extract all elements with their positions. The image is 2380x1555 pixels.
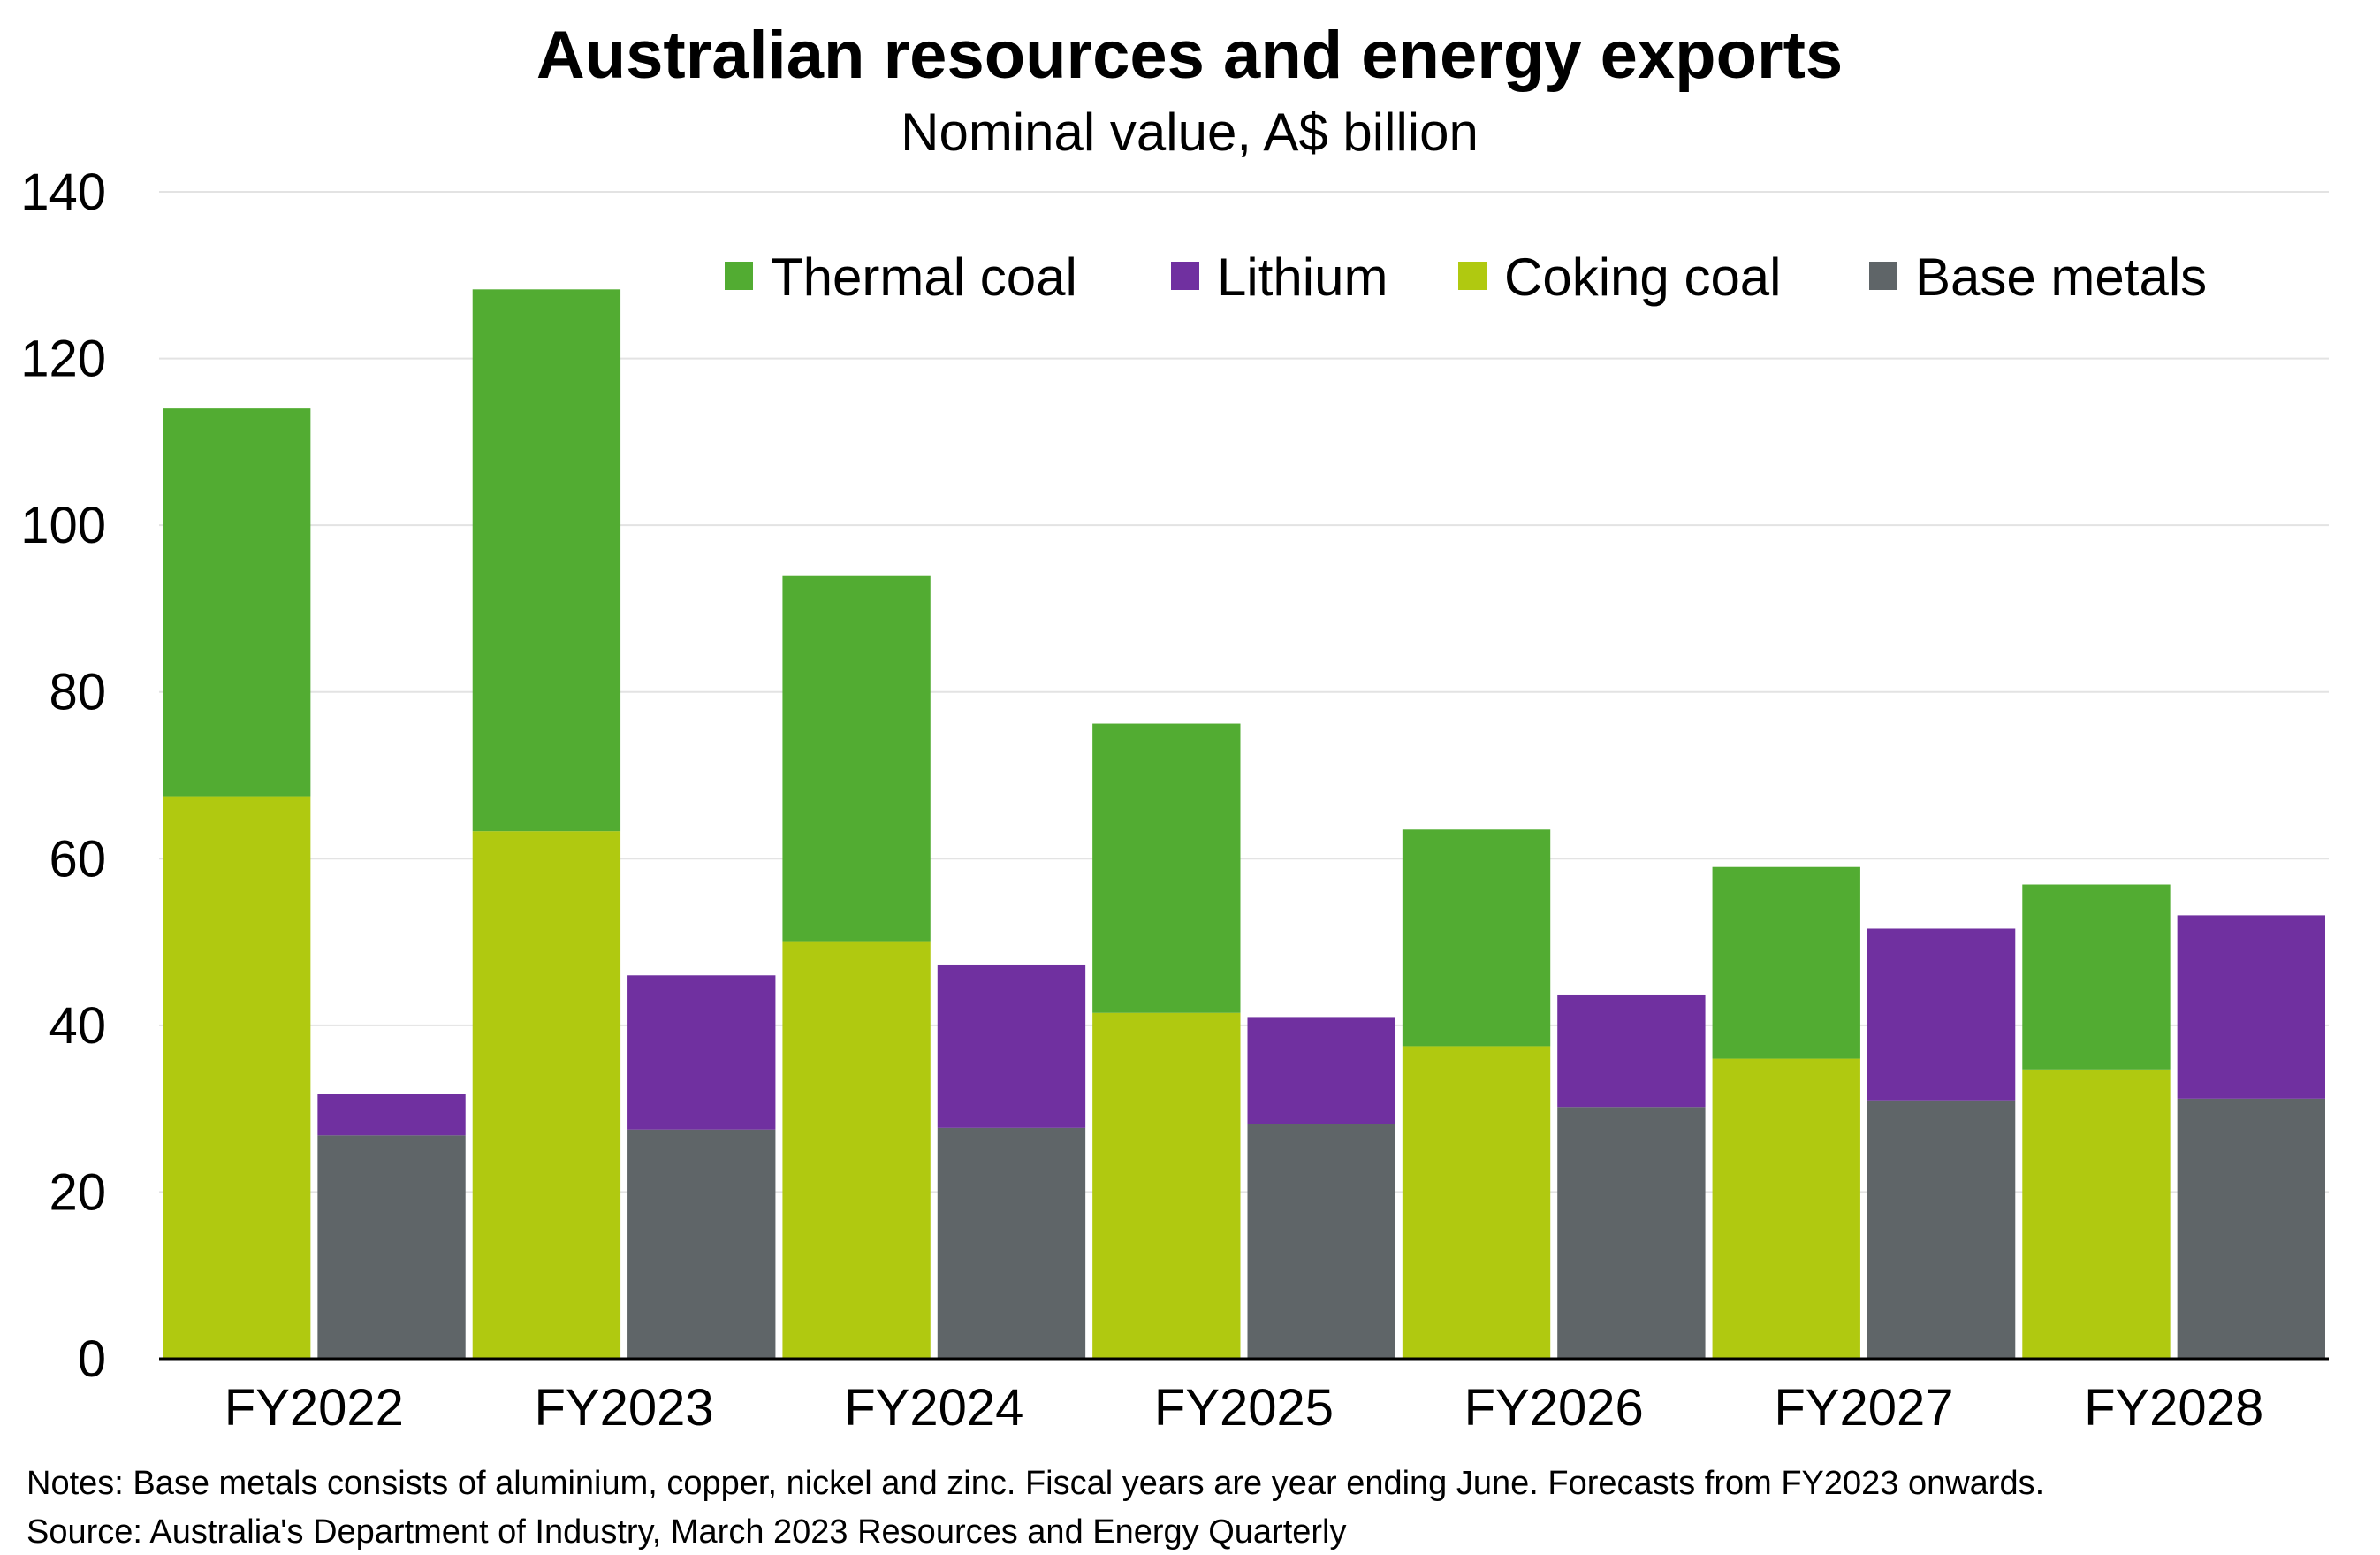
bar-thermal-coal xyxy=(782,575,931,942)
legend-label: Coking coal xyxy=(1504,248,1782,307)
bar-coking-coal xyxy=(163,796,311,1359)
chart-source: Source: Australia's Department of Indust… xyxy=(27,1513,1347,1551)
x-category-label: FY2023 xyxy=(534,1379,713,1437)
bar-coking-coal xyxy=(782,941,931,1359)
y-tick-label: 0 xyxy=(78,1330,106,1388)
bar-lithium xyxy=(937,964,1086,1128)
y-tick-label: 140 xyxy=(20,164,106,221)
bar-base-metals xyxy=(1867,1100,2016,1359)
y-tick-label: 40 xyxy=(49,997,106,1055)
y-tick-label: 20 xyxy=(49,1163,106,1221)
y-tick-label: 60 xyxy=(49,830,106,888)
x-category-label: FY2025 xyxy=(1154,1379,1334,1437)
y-tick-label: 120 xyxy=(20,331,106,388)
bar-coking-coal xyxy=(1402,1046,1551,1359)
bar-lithium xyxy=(317,1094,466,1136)
legend-swatch xyxy=(725,262,753,290)
bar-coking-coal xyxy=(472,831,621,1359)
y-tick-label: 80 xyxy=(49,664,106,721)
legend: Thermal coal Lithium Coking coal Base metal… xyxy=(725,248,2207,307)
bar-thermal-coal xyxy=(472,289,621,832)
y-axis-ticks: 0 20 40 60 80 100 120 140 xyxy=(20,164,106,1388)
legend-swatch xyxy=(1171,262,1199,290)
x-category-label: FY2024 xyxy=(844,1379,1023,1437)
chart-subtitle: Nominal value, A$ billion xyxy=(901,103,1479,162)
bar-lithium xyxy=(1867,928,2016,1101)
bar-thermal-coal xyxy=(1402,829,1551,1047)
y-tick-label: 100 xyxy=(20,497,106,554)
bar-coking-coal xyxy=(1092,1012,1241,1359)
legend-label: Lithium xyxy=(1217,248,1388,307)
bars xyxy=(163,289,2325,1359)
legend-label: Thermal coal xyxy=(771,248,1077,307)
bar-lithium xyxy=(2177,915,2325,1099)
chart-notes: Notes: Base metals consists of aluminium… xyxy=(27,1465,2044,1502)
x-category-label: FY2026 xyxy=(1464,1379,1644,1437)
bar-base-metals xyxy=(1557,1107,1706,1359)
bar-thermal-coal xyxy=(1092,723,1241,1013)
bar-base-metals xyxy=(317,1135,466,1359)
bar-thermal-coal xyxy=(1712,866,1860,1059)
x-category-label: FY2028 xyxy=(2084,1379,2263,1437)
bar-thermal-coal xyxy=(163,408,311,797)
legend-swatch xyxy=(1458,262,1487,290)
bar-lithium xyxy=(627,975,776,1130)
bar-base-metals xyxy=(2177,1098,2325,1359)
bar-coking-coal xyxy=(2022,1069,2171,1359)
bar-base-metals xyxy=(1247,1124,1395,1359)
bar-lithium xyxy=(1557,994,1706,1108)
bar-lithium xyxy=(1247,1017,1395,1124)
bar-base-metals xyxy=(627,1129,776,1359)
x-category-label: FY2022 xyxy=(224,1379,404,1437)
bar-base-metals xyxy=(937,1127,1086,1359)
legend-swatch xyxy=(1869,262,1897,290)
bar-coking-coal xyxy=(1712,1058,1860,1359)
x-axis-categories: FY2022 FY2023 FY2024 FY2025 FY2026 FY2027 FY20… xyxy=(224,1379,2263,1437)
legend-label: Base metals xyxy=(1915,248,2207,307)
bar-thermal-coal xyxy=(2022,884,2171,1070)
x-category-label: FY2027 xyxy=(1774,1379,1953,1437)
chart-title: Australian resources and energy exports xyxy=(536,18,1843,93)
